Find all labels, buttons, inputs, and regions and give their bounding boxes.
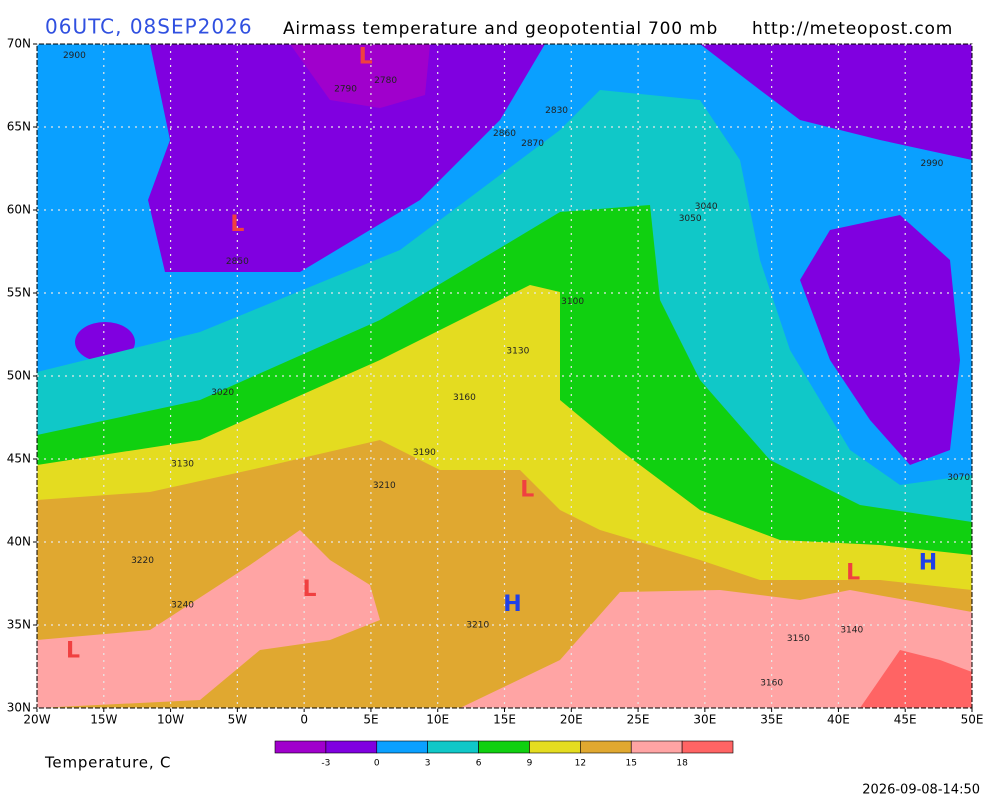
pressure-system: L: [520, 478, 534, 503]
band-area: [800, 215, 960, 465]
contour-label: 3050: [679, 214, 702, 224]
x-tick-label: 45E: [894, 713, 917, 727]
band-area: [700, 44, 972, 160]
x-tick-label: 25E: [627, 713, 650, 727]
legend-swatch: [580, 740, 632, 754]
x-tick-label: 20W: [23, 713, 50, 727]
y-tick-label: 60N: [7, 203, 31, 217]
pressure-system: H: [503, 592, 521, 617]
legend-swatch: [376, 740, 428, 754]
legend-swatch: [529, 740, 581, 754]
legend-tick-label: 6: [476, 759, 482, 769]
pressure-system: L: [230, 212, 244, 237]
x-tick-label: 0: [300, 713, 308, 727]
band-area: [860, 650, 972, 708]
x-tick-label: 50E: [961, 713, 984, 727]
contour-label: 3150: [787, 634, 810, 644]
legend-tick-label: 9: [527, 759, 533, 769]
color-legend: -3 0 3 6 9 12 15 18: [274, 740, 734, 769]
y-tick-label: 50N: [7, 369, 31, 383]
contour-label: 2900: [63, 51, 86, 61]
y-tick-label: 70N: [7, 37, 31, 51]
contour-label: 2780: [374, 76, 397, 86]
x-tick-label: 20E: [560, 713, 583, 727]
map-url: http://meteopost.com: [752, 19, 953, 39]
y-tick-label: 30N: [7, 701, 31, 715]
legend-tick-label: 15: [625, 759, 636, 769]
legend-swatch: [478, 740, 530, 754]
band-area: [290, 44, 430, 108]
legend-tick-label: 0: [374, 759, 380, 769]
contour-label: 2850: [226, 257, 249, 267]
y-tick-label: 55N: [7, 286, 31, 300]
band-area: [148, 44, 545, 272]
contour-label: 3020: [211, 388, 234, 398]
x-tick-label: 30E: [693, 713, 716, 727]
contour-label: 3220: [131, 556, 154, 566]
map-description: Airmass temperature and geopotential 700…: [283, 19, 718, 39]
y-tick-label: 65N: [7, 120, 31, 134]
map-time: 06UTC, 08SEP2026: [45, 15, 253, 39]
timestamp: 2026-09-08-14:50: [862, 783, 980, 798]
contour-label: 2990: [920, 159, 943, 169]
contour-label: 3130: [171, 459, 194, 469]
x-tick-label: 35E: [760, 713, 783, 727]
contour-label: 3210: [466, 621, 489, 631]
contour-label: 3140: [840, 625, 863, 635]
band-area: [37, 530, 380, 708]
x-tick-label: 5E: [363, 713, 378, 727]
x-tick-label: 5W: [228, 713, 248, 727]
contour-label: 3160: [453, 393, 476, 403]
contour-label: 3070: [947, 473, 970, 483]
y-tick-label: 45N: [7, 452, 31, 466]
legend-swatch: [681, 740, 734, 754]
temperature-field: [37, 44, 972, 708]
pressure-system: H: [919, 551, 937, 576]
contour-label: 3240: [171, 601, 194, 611]
map-overlay: 2900 2790 2780 2830 2860 2870 3040 3050 2850 2990…: [33, 43, 973, 712]
contour-label: 3160: [760, 679, 783, 689]
pressure-system: L: [66, 639, 80, 664]
contour-label: 2830: [545, 106, 568, 116]
pressure-system: L: [302, 577, 316, 602]
contour-label: 3130: [506, 347, 529, 357]
contour-label: 2860: [493, 129, 516, 139]
x-tick-label: 15E: [493, 713, 516, 727]
contour-label: 3210: [373, 481, 396, 491]
contour-label: 2790: [334, 84, 357, 94]
contour-label: 2870: [521, 139, 544, 149]
legend-swatch: [630, 740, 683, 754]
legend-tick-label: 3: [425, 759, 431, 769]
pressure-system: L: [846, 561, 860, 586]
y-tick-label: 40N: [7, 535, 31, 549]
x-tick-label: 10E: [426, 713, 449, 727]
legend-tick-label: 12: [575, 759, 586, 769]
contour-label: 3190: [413, 448, 436, 458]
contour-label: 3100: [561, 297, 584, 307]
legend-swatch: [427, 740, 479, 754]
legend-tick-label: 18: [676, 759, 688, 769]
x-tick-label: 10W: [157, 713, 184, 727]
band-area: [460, 590, 972, 708]
legend-swatch: [274, 740, 327, 754]
legend-tick-label: -3: [321, 759, 330, 769]
x-tick-label: 15W: [90, 713, 117, 727]
contour-label: 3040: [695, 202, 718, 212]
x-tick-label: 40E: [827, 713, 850, 727]
y-tick-label: 35N: [7, 618, 31, 632]
pressure-system: L: [359, 44, 373, 69]
legend-title: Temperature, C: [44, 754, 171, 772]
legend-swatch: [325, 740, 378, 754]
